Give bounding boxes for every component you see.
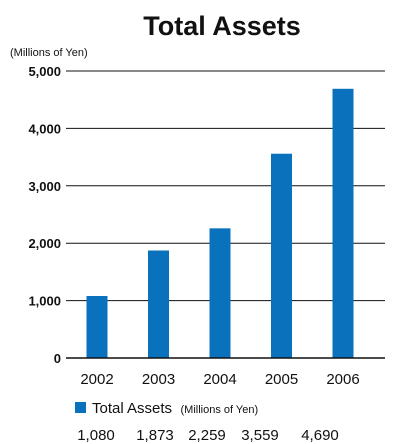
value-labels-row: 1,080 1,873 2,259 3,559 4,690: [77, 427, 339, 444]
x-tick-label: 2003: [142, 371, 175, 388]
y-tick-label: 3,000: [28, 179, 61, 194]
y-axis-unit-label: (Millions of Yen): [10, 47, 88, 59]
value-label: 1,080: [77, 427, 115, 444]
bar-2004: [209, 228, 231, 358]
x-tick-label: 2002: [80, 371, 113, 388]
bar-2002: [86, 296, 108, 358]
bar-2005: [271, 153, 292, 358]
value-label: 2,259: [188, 427, 226, 444]
chart-title: Total Assets: [143, 11, 301, 41]
value-label: 1,873: [136, 427, 174, 444]
x-tick-label: 2004: [203, 371, 236, 388]
bar-2006: [332, 88, 354, 358]
value-label: 4,690: [301, 427, 339, 444]
legend-label: Total Assets: [92, 400, 172, 417]
svg-text:Total Assets (Millions o: Total Assets (Millions of Yen): [92, 400, 258, 417]
y-tick-label: 5,000: [28, 64, 61, 79]
legend-unit: (Millions of Yen): [181, 404, 259, 416]
x-axis-ticks: 2002 2003 2004 2005 2006: [80, 371, 359, 388]
bar-2003: [148, 250, 169, 358]
y-axis-ticks: 0 1,000 2,000 3,000 4,000 5,000: [28, 64, 61, 366]
x-tick-label: 2006: [326, 371, 359, 388]
y-tick-label: 4,000: [28, 121, 61, 136]
bars: [86, 88, 354, 358]
gridlines: [66, 70, 385, 302]
legend-swatch: [75, 402, 86, 413]
y-tick-label: 1,000: [28, 294, 61, 309]
y-tick-label: 0: [54, 351, 61, 366]
x-tick-label: 2005: [265, 371, 298, 388]
y-tick-label: 2,000: [28, 236, 61, 251]
legend: Total Assets (Millions of Yen): [75, 400, 258, 417]
value-label: 3,559: [241, 427, 279, 444]
